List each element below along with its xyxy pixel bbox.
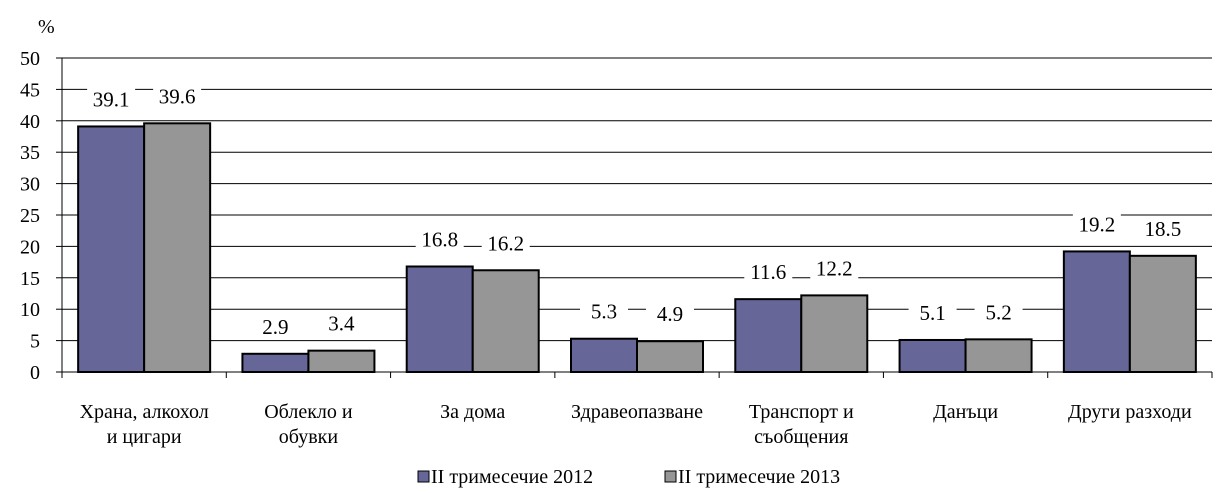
y-tick-label: 10 (20, 299, 40, 321)
legend-swatch (664, 470, 677, 483)
y-tick-label: 40 (20, 111, 40, 133)
data-label: 19.2 (1078, 212, 1115, 236)
y-tick-label: 35 (20, 142, 40, 164)
data-label-backgrounds (87, 83, 1187, 340)
bar (241, 352, 310, 373)
data-label: 12.2 (816, 256, 853, 280)
legend-label: II тримесечие 2012 (431, 466, 593, 488)
data-label-background (87, 86, 136, 113)
y-tick-label: 25 (20, 205, 40, 227)
data-label: 39.6 (159, 84, 196, 108)
data-label: 4.9 (657, 302, 683, 326)
y-tick-label: 20 (20, 236, 40, 258)
bar (143, 122, 212, 373)
data-label: 5.2 (985, 300, 1011, 324)
data-label: 39.1 (93, 87, 130, 111)
data-label-background (1138, 215, 1187, 242)
bar (964, 338, 1033, 373)
data-label-background (908, 299, 957, 326)
data-label-background (251, 313, 300, 340)
y-tick-label: 30 (20, 174, 40, 196)
category-label: Храна, алкохол и цигари (80, 401, 209, 448)
bar (570, 337, 638, 374)
y-tick-labels: 0 5 10 15 20 25 30 35 40 45 50 (20, 48, 40, 384)
data-labels: 39.1 39.6 2.9 3.4 16.8 16.2 5.3 4.9 11.6 12.2 5.1 5… (93, 84, 1181, 338)
category-labels: Храна, алкохол и цигари Облекло и обувки За … (80, 401, 1192, 448)
axes (56, 57, 1213, 378)
data-label: 5.3 (591, 300, 617, 324)
bar (1062, 250, 1131, 373)
data-label-background (415, 226, 464, 253)
y-tick-label: 0 (30, 362, 40, 384)
category-label: Здравеопазване (571, 401, 703, 423)
legend-swatch (417, 470, 430, 483)
gridlines (62, 57, 1212, 342)
data-label-background (580, 298, 628, 325)
y-tick-label: 5 (30, 331, 40, 353)
y-tick-label: 15 (20, 268, 40, 290)
data-label-background (317, 310, 366, 337)
data-label: 18.5 (1144, 217, 1181, 241)
bars (77, 122, 1197, 374)
bar (800, 294, 869, 373)
data-label: 16.8 (421, 227, 458, 251)
data-label-background (974, 299, 1023, 326)
category-label: Транспорт и съобщения (749, 401, 854, 448)
category-label: За дома (440, 401, 505, 423)
bar (471, 269, 540, 374)
bar (405, 265, 474, 373)
data-label-background (744, 259, 793, 286)
data-label-background (153, 83, 202, 110)
data-label: 16.2 (487, 231, 524, 255)
y-tick-label: 45 (20, 79, 40, 101)
category-label: Други разходи (1068, 401, 1192, 423)
bar (636, 340, 704, 373)
bar (898, 338, 967, 373)
category-label: Облекло и обувки (264, 401, 353, 448)
data-label-background (1072, 211, 1121, 238)
data-label-background (481, 230, 530, 257)
data-label: 3.4 (328, 312, 355, 336)
data-label: 11.6 (750, 260, 786, 284)
bar (1128, 254, 1197, 374)
y-axis-unit-label: % (38, 16, 55, 38)
bar (734, 298, 803, 374)
legend: II тримесечие 2012 II тримесечие 2013 (417, 466, 840, 488)
bar (77, 125, 146, 374)
legend-label: II тримесечие 2013 (678, 466, 840, 488)
category-label: Данъци (933, 401, 998, 423)
y-tick-label: 50 (20, 48, 40, 70)
data-label: 2.9 (262, 315, 288, 339)
data-label-background (810, 255, 859, 282)
bar (307, 349, 376, 374)
data-label-background (646, 301, 694, 328)
data-label: 5.1 (919, 301, 945, 325)
